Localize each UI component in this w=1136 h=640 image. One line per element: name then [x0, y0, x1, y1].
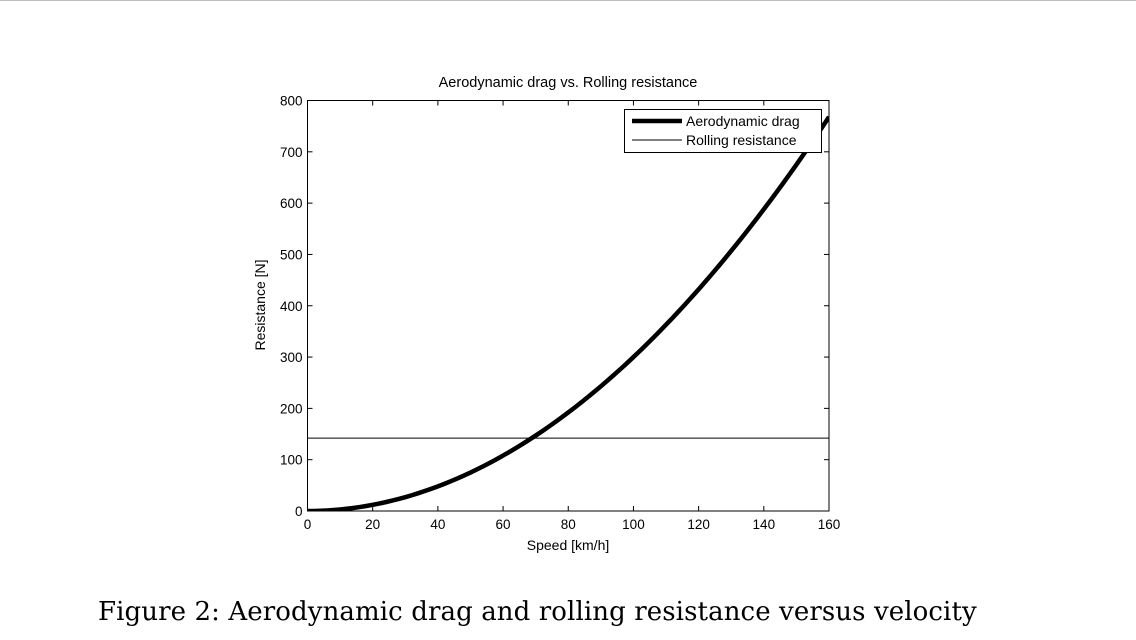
x-tick-label: 80 — [561, 517, 576, 532]
y-tick-label: 0 — [295, 504, 303, 519]
x-tick-label: 60 — [496, 517, 511, 532]
x-tick-label: 120 — [687, 517, 710, 532]
x-tick-label: 160 — [818, 517, 841, 532]
legend-box — [624, 109, 822, 153]
y-tick-label: 300 — [280, 350, 303, 365]
plot-frame — [307, 100, 830, 512]
figure-caption: Figure 2: Aerodynamic drag and rolling r… — [98, 597, 977, 627]
y-tick-label: 800 — [280, 94, 303, 109]
page-top-rule — [0, 0, 1136, 1]
x-tick-label: 140 — [753, 517, 776, 532]
x-tick-label: 40 — [430, 517, 445, 532]
y-tick-label: 400 — [280, 299, 303, 314]
x-tick-label: 0 — [304, 517, 312, 532]
resistance-chart: Aerodynamic drag vs. Rolling resistance … — [252, 75, 840, 553]
y-axis-label: Resistance [N] — [252, 259, 268, 350]
chart-title: Aerodynamic drag vs. Rolling resistance — [439, 75, 698, 91]
y-tick-label: 700 — [280, 145, 303, 160]
chart-legend: Aerodynamic drag Rolling resistance — [624, 109, 822, 153]
x-tick-label: 20 — [365, 517, 380, 532]
y-tick-label: 600 — [280, 196, 303, 211]
x-tick-label: 100 — [622, 517, 645, 532]
y-tick-label: 500 — [280, 247, 303, 262]
series-line-aerodynamic-drag — [307, 115, 829, 511]
x-axis-label: Speed [km/h] — [527, 537, 610, 553]
plot-series — [307, 115, 829, 511]
y-tick-label: 200 — [280, 401, 303, 416]
legend-label-rolling-resistance: Rolling resistance — [686, 132, 797, 148]
legend-label-aerodynamic-drag: Aerodynamic drag — [686, 113, 800, 129]
y-tick-label: 100 — [280, 453, 303, 468]
axis-ticks: 0 20 40 60 80 100 120 140 160 0 100 200 300 400 500 600… — [280, 94, 840, 533]
